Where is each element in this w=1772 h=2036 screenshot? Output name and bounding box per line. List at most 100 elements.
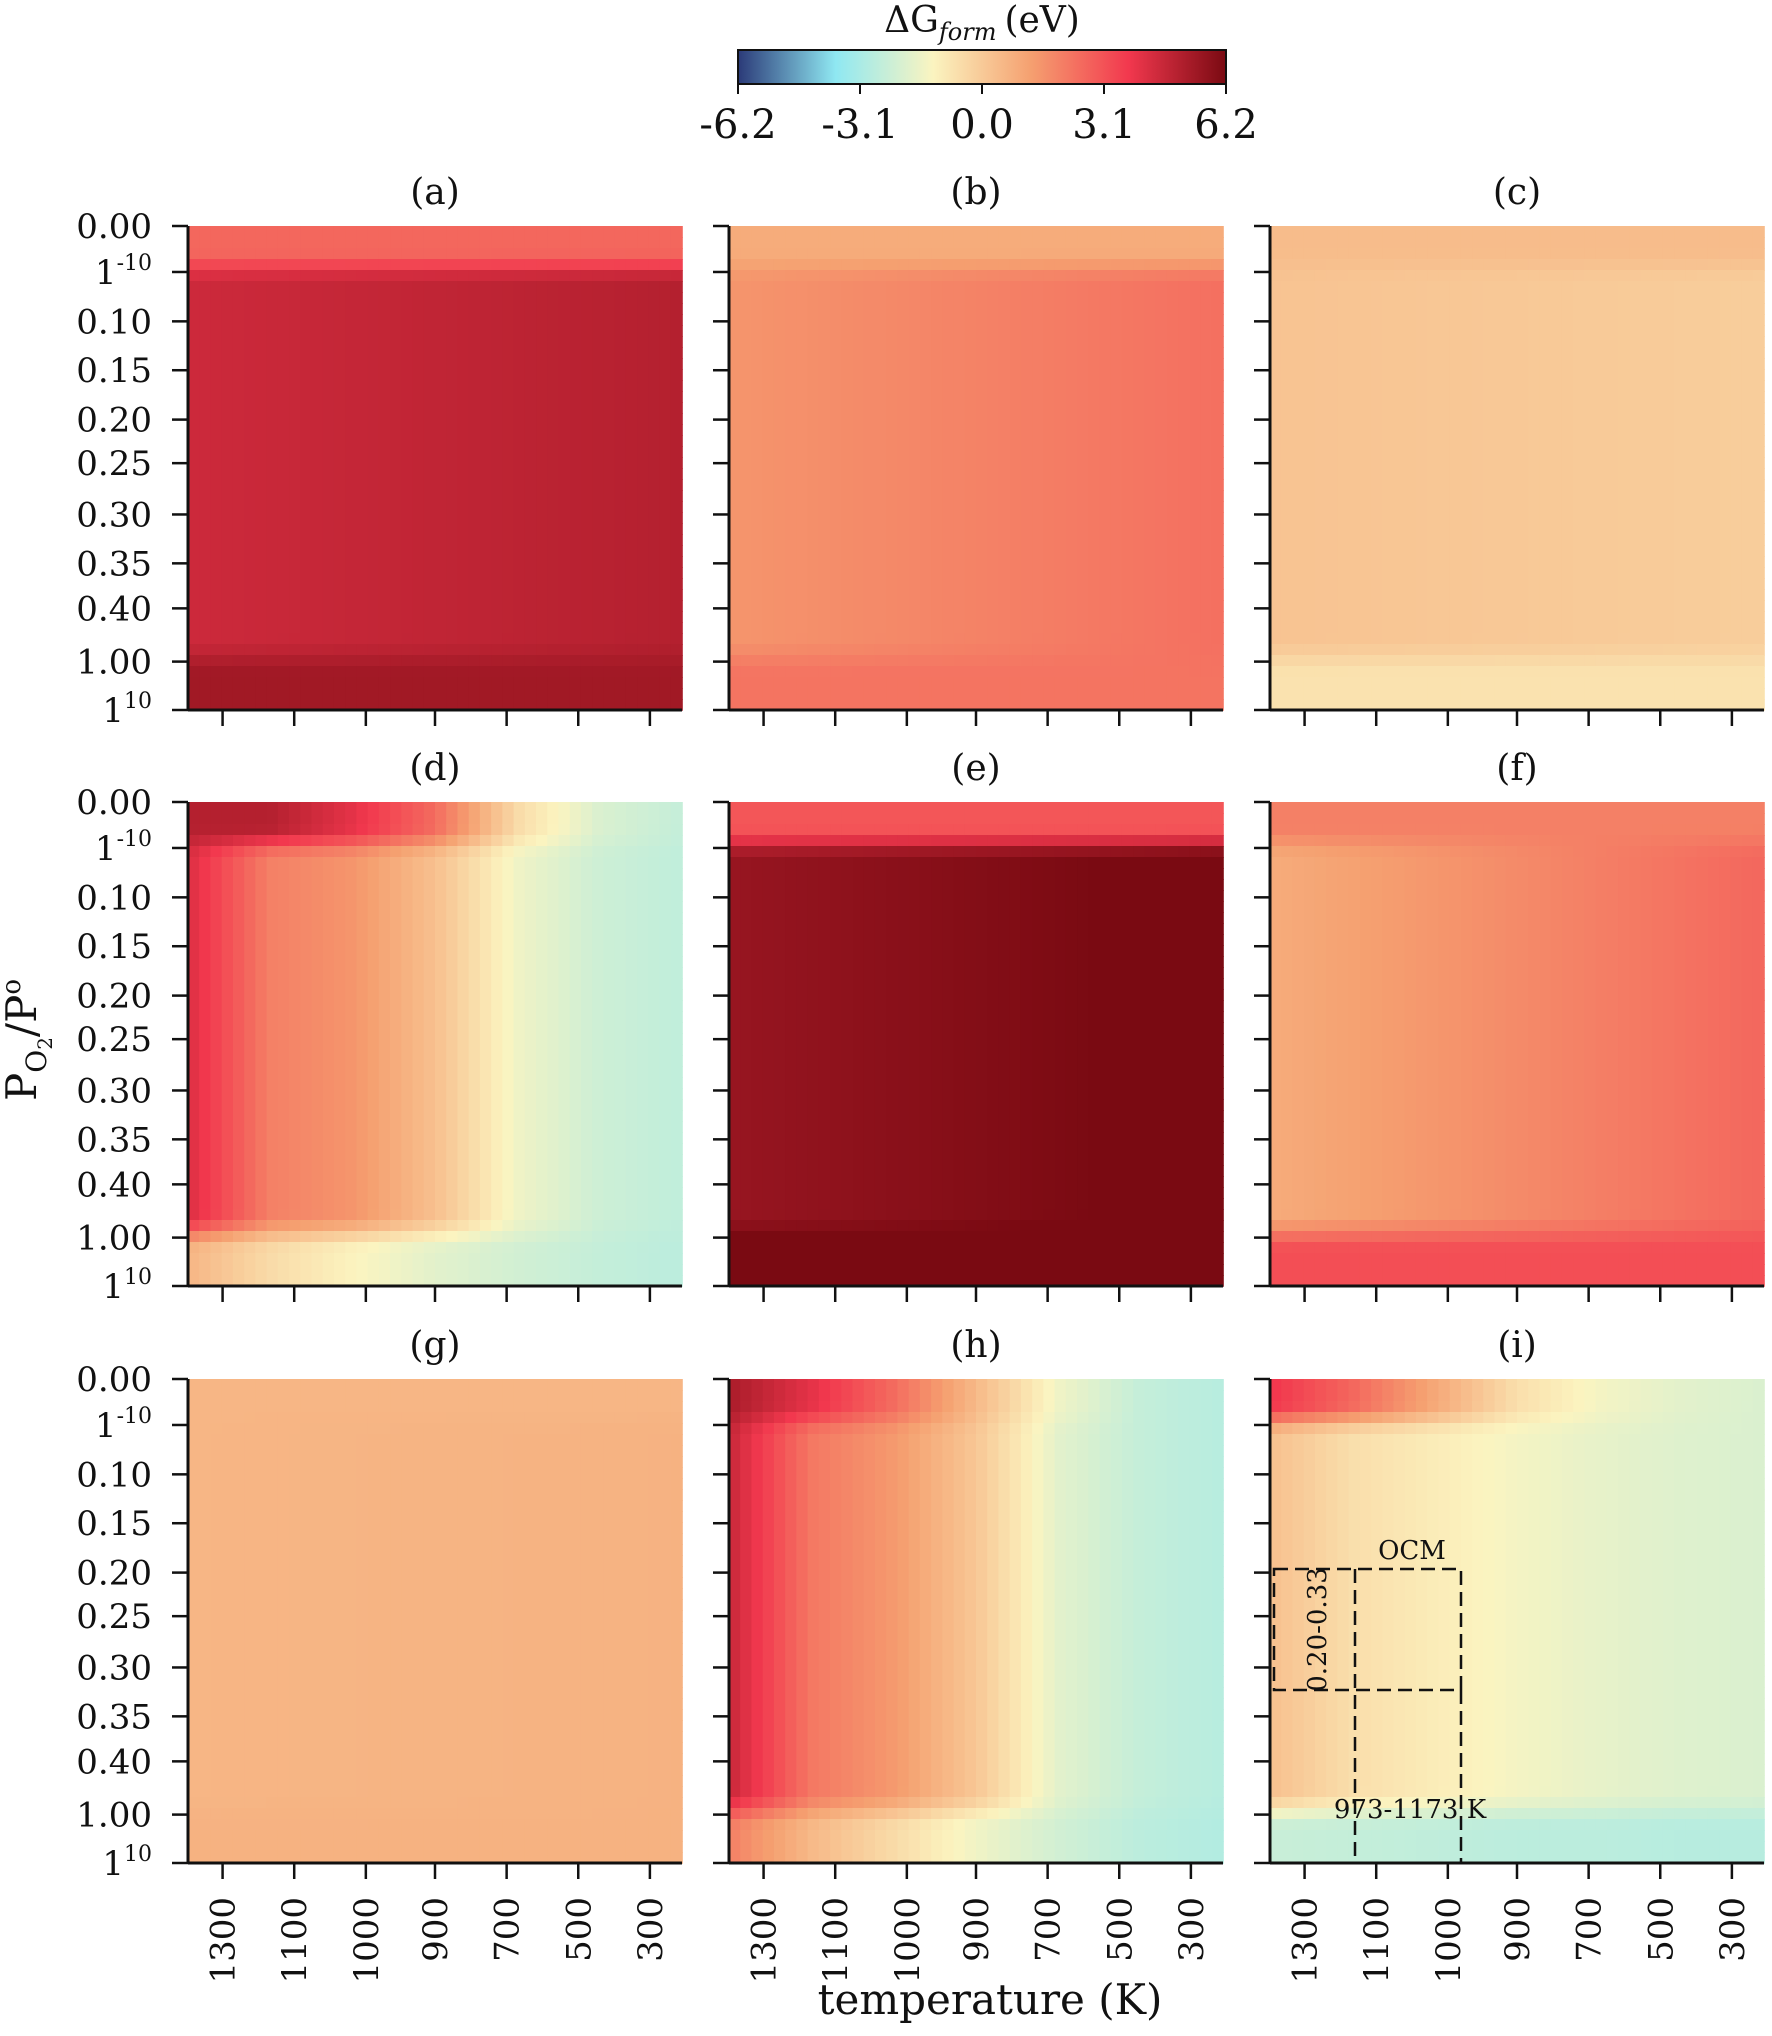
heatmap-cell [1032, 545, 1045, 557]
heatmap-cell [277, 314, 290, 326]
heatmap-cell [300, 303, 313, 315]
heatmap-cell [311, 578, 324, 590]
heatmap-cell [874, 380, 887, 392]
heatmap-cell [729, 369, 742, 381]
heatmap-cell [1009, 545, 1022, 557]
heatmap-cell [188, 424, 201, 436]
heatmap-cell [1200, 567, 1213, 579]
heatmap-cell [603, 523, 616, 535]
heatmap-cell [1584, 457, 1597, 469]
heatmap-cell [863, 369, 876, 381]
heatmap-cell [491, 314, 504, 326]
heatmap-cell [1696, 435, 1709, 447]
heatmap-cell [931, 391, 944, 403]
heatmap-cell [502, 666, 515, 678]
heatmap-cell [333, 226, 346, 238]
heatmap-cell [1200, 391, 1213, 403]
heatmap-cell [648, 347, 661, 359]
heatmap-cell [1110, 655, 1123, 667]
heatmap-cell [670, 490, 683, 502]
heatmap-cell [919, 644, 932, 656]
heatmap-cell [1348, 402, 1361, 414]
heatmap-cell [569, 490, 582, 502]
heatmap-cell [592, 545, 605, 557]
heatmap-cell [1077, 435, 1090, 447]
heatmap-cell [1573, 259, 1586, 271]
heatmap-cell [322, 446, 335, 458]
heatmap-cell [524, 688, 537, 700]
heatmap-cell [751, 314, 764, 326]
heatmap-cell [1696, 358, 1709, 370]
heatmap-cell [908, 292, 921, 304]
heatmap-cell [468, 413, 481, 425]
heatmap-cell [998, 413, 1011, 425]
heatmap-cell [1573, 424, 1586, 436]
heatmap-cell [1685, 347, 1698, 359]
heatmap-cell [648, 270, 661, 282]
heatmap-cell [244, 325, 257, 337]
heatmap-cell [479, 479, 492, 491]
heatmap-cell [796, 633, 809, 645]
heatmap-cell [841, 468, 854, 480]
heatmap-cell [1121, 688, 1134, 700]
heatmap-cell [1133, 655, 1146, 667]
heatmap-cell [1211, 534, 1224, 546]
heatmap-cell [740, 281, 753, 293]
heatmap-cell [289, 468, 302, 480]
heatmap-cell [1618, 435, 1631, 447]
heatmap-cell [964, 369, 977, 381]
heatmap-cell [1020, 259, 1033, 271]
heatmap-cell [1629, 358, 1642, 370]
heatmap-cell [987, 281, 1000, 293]
heatmap-cell [1606, 325, 1619, 337]
heatmap-cell [729, 292, 742, 304]
heatmap-cell [401, 226, 414, 238]
heatmap-cell [1121, 347, 1134, 359]
heatmap-cell [1427, 292, 1440, 304]
heatmap-cell [852, 633, 865, 645]
heatmap-cell [773, 578, 786, 590]
heatmap-cell [513, 633, 526, 645]
heatmap-cell [244, 666, 257, 678]
heatmap-cell [345, 358, 358, 370]
heatmap-cell [1662, 424, 1675, 436]
heatmap-cell [1099, 589, 1112, 601]
heatmap-cell [863, 578, 876, 590]
heatmap-cell [729, 655, 742, 667]
heatmap-cell [468, 589, 481, 601]
heatmap-cell [796, 435, 809, 447]
heatmap-cell [1472, 446, 1485, 458]
heatmap-cell [1133, 446, 1146, 458]
heatmap-cell [830, 622, 843, 634]
heatmap-cell [1121, 325, 1134, 337]
heatmap-cell [942, 435, 955, 447]
heatmap-cell [468, 479, 481, 491]
heatmap-cell [547, 248, 560, 260]
heatmap-cell [1696, 457, 1709, 469]
heatmap-cell [863, 556, 876, 568]
heatmap-cell [289, 578, 302, 590]
heatmap-cell [378, 501, 391, 513]
heatmap-cell [580, 611, 593, 623]
heatmap-cell [221, 402, 234, 414]
heatmap-cell [1054, 655, 1067, 667]
heatmap-cell [1110, 325, 1123, 337]
heatmap-cell [345, 435, 358, 447]
heatmap-cell [773, 633, 786, 645]
heatmap-cell [1088, 512, 1101, 524]
heatmap-cell [1043, 666, 1056, 678]
heatmap-cell [277, 600, 290, 612]
heatmap-cell [199, 413, 212, 425]
heatmap-cell [1719, 446, 1732, 458]
heatmap-cell [603, 336, 616, 348]
heatmap-cell [277, 402, 290, 414]
heatmap-cell [536, 479, 549, 491]
heatmap-cell [740, 611, 753, 623]
heatmap-cell [1088, 523, 1101, 535]
heatmap-cell [569, 666, 582, 678]
heatmap-cell [1404, 237, 1417, 249]
heatmap-cell [524, 666, 537, 678]
heatmap-cell [625, 479, 638, 491]
heatmap-cell [547, 292, 560, 304]
heatmap-cell [569, 567, 582, 579]
